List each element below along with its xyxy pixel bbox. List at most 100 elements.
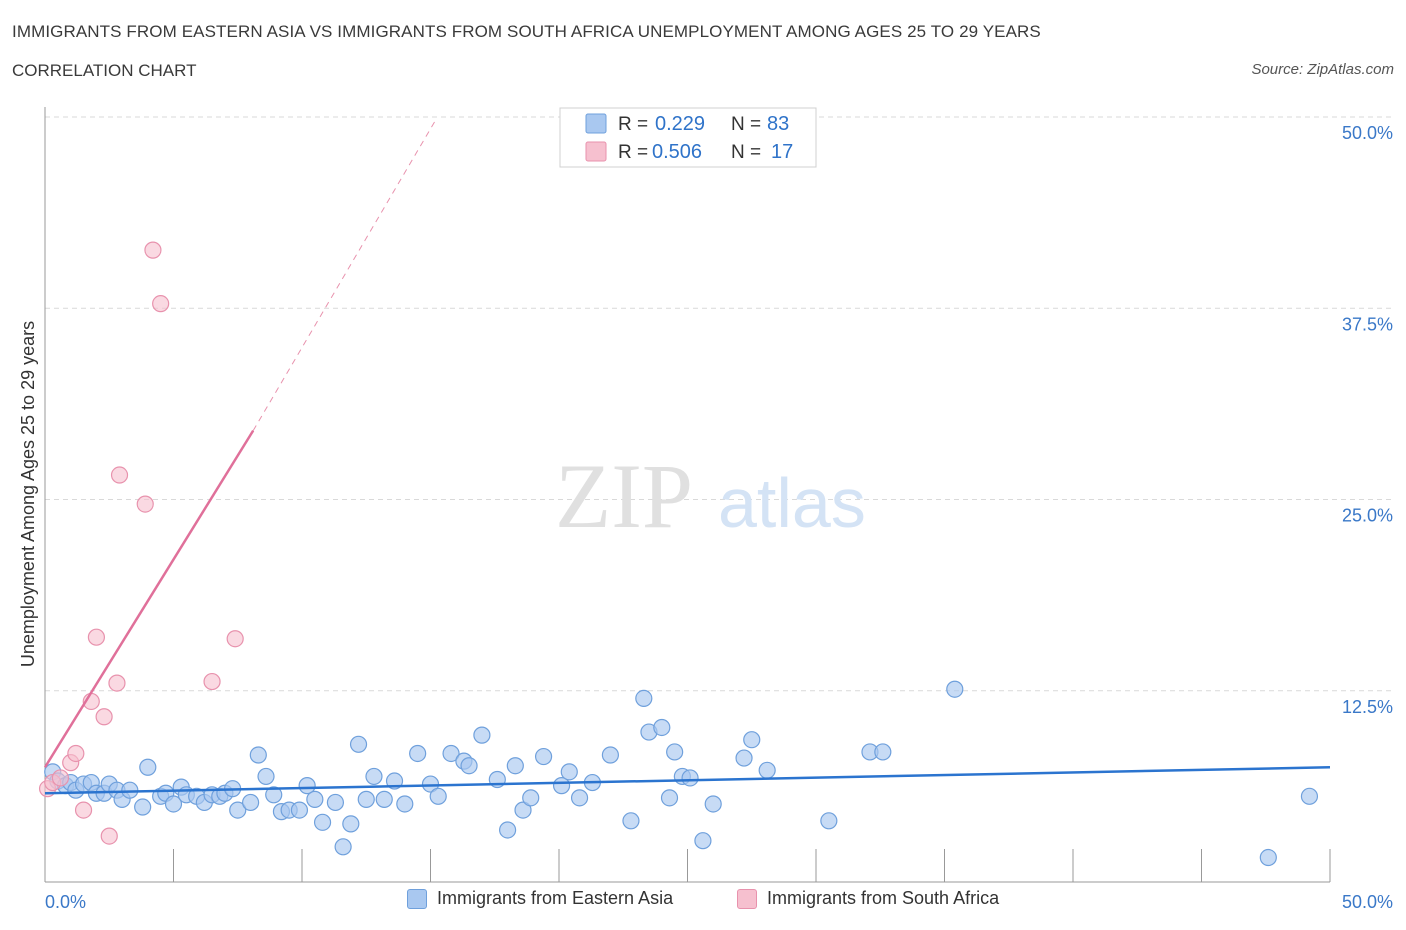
data-point-south-africa [110,466,129,484]
data-point-eastern-asia [460,757,478,775]
data-point-eastern-asia [326,793,345,812]
x-tick-label: 0.0% [45,892,86,912]
y-axis-label: Unemployment Among Ages 25 to 29 years [18,321,38,667]
data-point-eastern-asia [660,789,679,807]
y-tick-label: 50.0% [1342,123,1393,143]
y-tick-label: 12.5% [1342,697,1393,717]
legend-label-eastern-asia: Immigrants from Eastern Asia [437,888,674,908]
legend-item-eastern-asia[interactable]: Immigrants from Eastern Asia [407,888,673,909]
data-point-eastern-asia [229,801,247,819]
legend-swatch-pink [737,888,757,909]
data-point-eastern-asia [506,757,524,775]
data-point-eastern-asia [429,787,447,805]
data-point-eastern-asia [560,763,578,781]
watermark-zip: ZIP [555,445,693,547]
data-point-eastern-asia [601,746,620,764]
series-eastern-asia-points [44,680,1319,867]
data-point-eastern-asia [622,812,640,830]
trend-line-eastern-asia [44,766,1331,795]
data-point-south-africa [100,827,118,845]
series-legend: Immigrants from Eastern Asia Immigrants … [0,888,1406,916]
data-point-eastern-asia [758,761,776,779]
data-point-south-africa [108,674,126,692]
data-point-eastern-asia [874,743,892,761]
data-point-south-africa [152,295,170,313]
data-point-eastern-asia [249,746,267,764]
data-point-eastern-asia [164,795,183,813]
trend-line-south-africa-extension [252,119,437,431]
data-point-eastern-asia [357,790,375,808]
watermark: ZIP atlas [555,445,866,547]
trend-line-south-africa [43,429,255,768]
data-point-eastern-asia [666,743,684,761]
data-point-south-africa [51,769,70,787]
data-point-eastern-asia [134,798,152,816]
data-point-eastern-asia [681,769,699,787]
legend-n-value-1: 83 [767,113,789,135]
series-south-africa-points [38,241,244,845]
source-credit: Source: ZipAtlas.com [1251,61,1394,78]
data-point-eastern-asia [743,731,761,749]
data-point-eastern-asia [265,786,283,804]
data-point-eastern-asia [1259,848,1277,867]
data-point-eastern-asia [820,812,838,830]
data-point-south-africa [136,495,154,513]
data-point-south-africa [74,801,93,819]
axes [44,107,1331,883]
data-point-eastern-asia [704,795,722,813]
watermark-atlas: atlas [718,464,866,542]
data-point-south-africa [87,628,106,646]
data-point-eastern-asia [242,793,260,812]
y-tick-label: 25.0% [1342,506,1393,526]
data-point-south-africa [95,708,113,726]
legend-swatch-eastern-asia [585,113,607,134]
x-tick-label: 50.0% [1342,892,1393,912]
data-point-eastern-asia [298,777,316,795]
data-point-eastern-asia [375,790,393,808]
legend-r-label-2: R = [618,142,648,163]
gridlines [45,116,1395,692]
data-point-eastern-asia [514,801,532,819]
data-point-eastern-asia [396,795,414,813]
legend-r-value-1: 0.229 [655,113,705,135]
legend-label-south-africa: Immigrants from South Africa [767,888,1000,908]
correlation-legend: R = 0.229 N = 83 R = 0.506 N = 17 [559,107,817,168]
legend-r-value-2: 0.506 [652,141,702,163]
data-point-eastern-asia [442,744,460,763]
data-point-eastern-asia [735,749,753,767]
x-tick-labels: 0.0% 50.0% [45,892,1393,912]
data-point-eastern-asia [946,680,964,698]
data-point-south-africa [67,744,85,763]
data-point-eastern-asia [570,789,589,807]
trend-lines [43,119,1331,795]
legend-r-label-1: R = [618,114,648,135]
data-point-eastern-asia [473,726,491,744]
data-point-eastern-asia [409,744,427,763]
legend-n-value-2: 17 [771,141,793,163]
data-point-eastern-asia [334,838,352,856]
data-point-eastern-asia [349,735,368,753]
data-point-eastern-asia [635,689,653,708]
data-point-eastern-asia [534,747,553,766]
legend-n-label-1: N = [731,114,761,135]
data-point-eastern-asia [694,832,712,850]
data-point-eastern-asia [653,718,671,737]
data-point-eastern-asia [499,821,517,839]
data-point-eastern-asia [342,815,360,833]
data-point-south-africa [203,672,221,691]
legend-swatch-south-africa [585,141,607,162]
legend-swatch-blue [407,888,427,909]
legend-n-label-2: N = [731,142,761,163]
data-point-eastern-asia [306,790,324,808]
data-point-eastern-asia [313,813,332,831]
data-point-eastern-asia [257,767,275,786]
data-point-eastern-asia [139,758,157,776]
y-tick-labels: 12.5% 25.0% 37.5% 50.0% [1342,123,1393,717]
data-point-south-africa [144,241,162,259]
data-point-south-africa [226,630,244,648]
legend-item-south-africa[interactable]: Immigrants from South Africa [737,888,999,909]
y-tick-label: 37.5% [1342,314,1393,334]
chart-title: IMMIGRANTS FROM EASTERN ASIA VS IMMIGRAN… [12,22,1041,41]
chart-subtitle: CORRELATION CHART [12,61,197,80]
